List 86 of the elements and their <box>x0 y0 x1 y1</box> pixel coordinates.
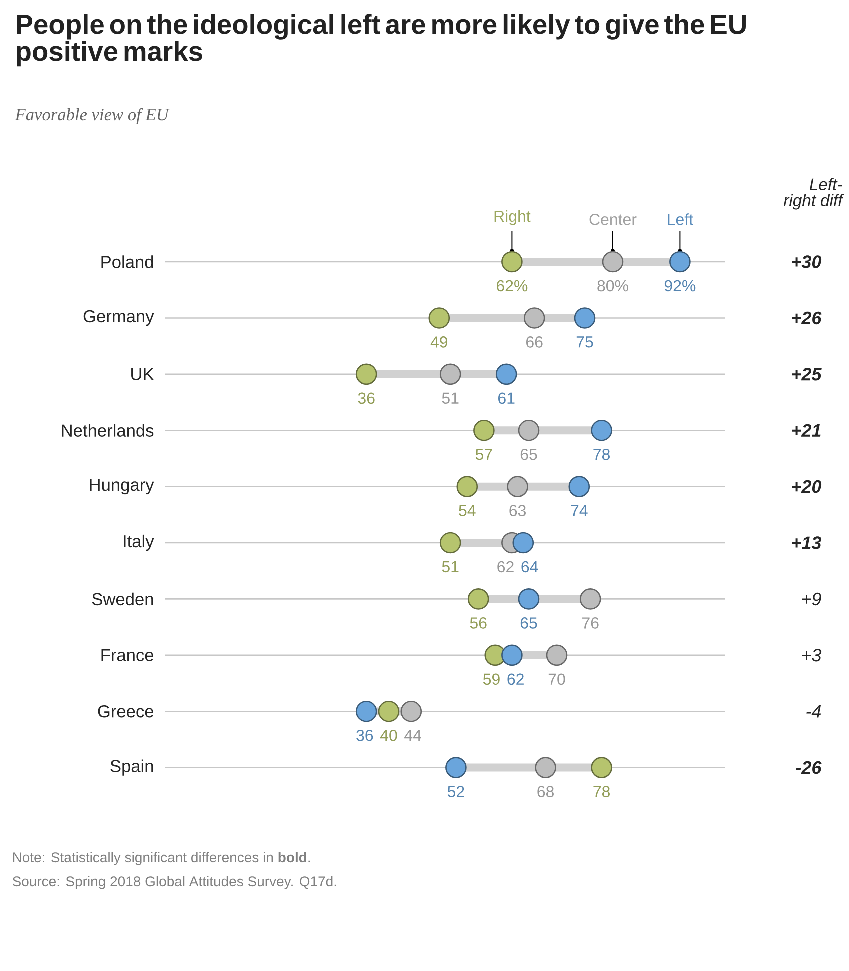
text: +25 <box>792 368 822 381</box>
data-label: 36 <box>358 392 375 404</box>
point <box>502 644 523 666</box>
text: Note: Statistically significant differences in bold. <box>13 852 310 866</box>
point <box>518 420 540 442</box>
point <box>440 364 462 386</box>
y-tick-label: Netherlands <box>62 424 154 437</box>
point <box>591 757 612 778</box>
point <box>524 308 546 329</box>
data-label: 78 <box>594 448 610 460</box>
data-label: 49 <box>430 336 448 348</box>
text: +26 <box>792 312 822 325</box>
data-label: 62% <box>497 280 528 292</box>
point <box>440 532 462 554</box>
point <box>474 420 495 442</box>
point <box>670 251 691 273</box>
data-label: 75 <box>576 336 594 348</box>
text: +30 <box>792 256 822 268</box>
chart-subtitle: Favorable view of EU <box>15 108 170 124</box>
point <box>574 308 596 329</box>
text: -26 <box>796 761 822 774</box>
data-label: 52 <box>448 786 464 798</box>
point <box>580 588 602 610</box>
y-tick-label: Sweden <box>92 592 154 606</box>
text: +13 <box>792 536 822 550</box>
text: Left-right diff <box>784 178 844 210</box>
text: +3 <box>802 649 822 662</box>
point <box>507 476 528 498</box>
text: Center <box>590 214 637 226</box>
text: +21 <box>792 424 821 437</box>
point <box>456 476 478 498</box>
data-label: 51 <box>442 561 459 573</box>
point <box>468 588 490 610</box>
point <box>591 420 612 442</box>
point <box>512 532 534 554</box>
point <box>400 700 422 722</box>
data-label: 44 <box>404 730 422 742</box>
y-tick-label: Greece <box>98 705 154 718</box>
point <box>518 588 540 610</box>
point <box>356 700 378 722</box>
data-label: 51 <box>442 392 459 404</box>
point <box>546 644 568 666</box>
point <box>378 700 400 722</box>
data-label: 66 <box>526 336 543 348</box>
point <box>356 364 378 386</box>
y-tick-label: Italy <box>124 534 154 552</box>
data-label: 64 <box>522 561 538 573</box>
text: +20 <box>792 480 822 494</box>
y-tick-label: UK <box>132 368 154 380</box>
point <box>602 251 624 273</box>
y-tick-label: Spain <box>110 760 154 776</box>
data-label: 80% <box>598 280 628 292</box>
series-label: Left <box>668 214 694 226</box>
source-note: Source: Spring 2018 Global Attitudes Survey. Q17d. <box>12 876 336 890</box>
data-label: 65 <box>520 448 538 460</box>
y-tick-label: Germany <box>84 310 154 326</box>
data-label: 56 <box>470 618 487 629</box>
point <box>446 757 467 778</box>
data-label: 65 <box>520 618 538 629</box>
data-label: 40 <box>380 730 398 742</box>
data-label: 76 <box>582 618 599 629</box>
point <box>568 476 590 498</box>
data-label: 57 <box>476 449 492 460</box>
point <box>502 251 523 273</box>
data-label: 92% <box>664 280 696 292</box>
data-label: 70 <box>548 674 566 686</box>
data-label: 78 <box>594 786 610 798</box>
data-label: 54 <box>459 505 476 516</box>
data-label: 59 <box>484 674 500 686</box>
text: +9 <box>802 592 822 606</box>
text: -4 <box>806 705 822 718</box>
y-tick-label: Poland <box>102 256 154 268</box>
chart-title: People on the ideological left are more likely to give the EU positive marks <box>17 14 746 67</box>
data-label: 63 <box>510 505 526 516</box>
point <box>535 757 556 778</box>
y-tick-label: France <box>102 649 154 662</box>
data-label: 74 <box>571 505 588 516</box>
data-label: 62 <box>508 674 524 686</box>
series-label: Right <box>494 210 531 226</box>
data-label: 36 <box>356 730 374 742</box>
data-label: 61 <box>498 392 515 404</box>
data-label: 62 <box>498 561 514 573</box>
point <box>496 364 518 386</box>
point <box>428 308 450 329</box>
data-label: 68 <box>538 786 554 798</box>
y-tick-label: Hungary <box>90 479 154 495</box>
